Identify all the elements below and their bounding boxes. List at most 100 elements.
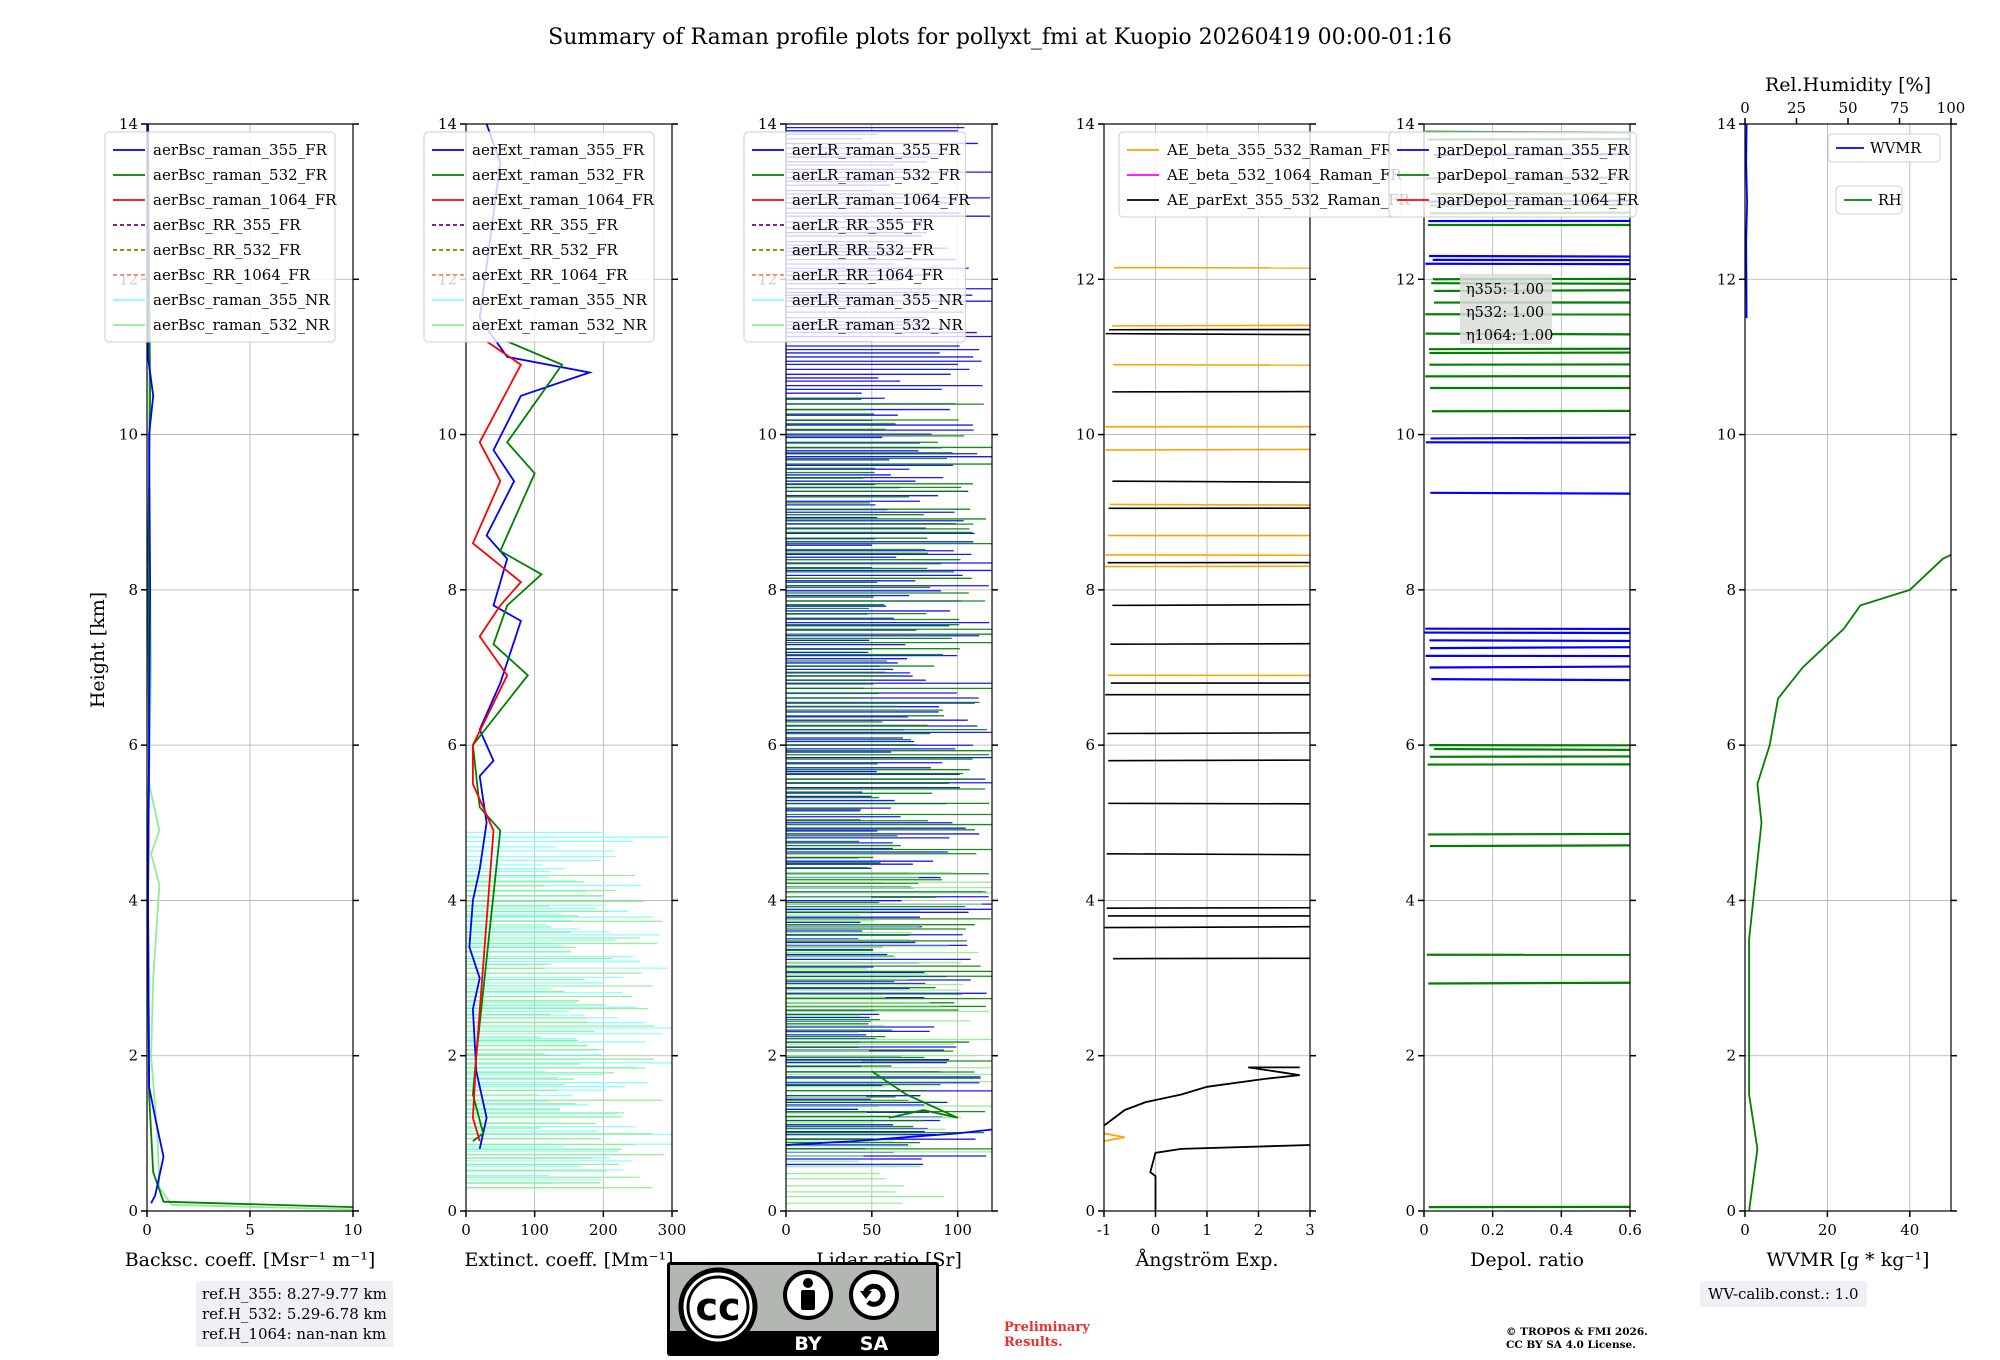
noise-line-ae: [1112, 603, 1310, 607]
preliminary-line-2: Results.: [1004, 1335, 1063, 1350]
series-AE_parExt_355_532_Raman_FR: [1149, 1144, 1310, 1211]
noise-line-depol: [1429, 665, 1630, 669]
y-tick-label-depol: 6: [1405, 736, 1415, 754]
x-tick-label-ae: 1: [1202, 1221, 1212, 1239]
series-AE_parExt_355_532_Raman_FR_b: [1104, 1066, 1300, 1127]
y-tick-label-ae: 2: [1085, 1047, 1095, 1065]
y-tick-label-ext: 0: [447, 1202, 457, 1220]
y-tick-label-ext: 14: [438, 115, 457, 133]
series-AE_beta_355_532_Raman_FR: [1104, 1132, 1125, 1142]
y-tick-label-depol: 4: [1405, 891, 1415, 909]
legend-label-bsc: aerBsc_RR_1064_FR: [153, 266, 311, 284]
noise-line-depol: [1429, 639, 1630, 643]
plot-area-bsc: [147, 124, 353, 1211]
y-tick-label-wv: 14: [1717, 115, 1736, 133]
legend-label-ext: aerExt_raman_355_FR: [472, 141, 645, 159]
x-tick-label-ae: 0: [1151, 1221, 1161, 1239]
y-tick-label-bsc: 2: [128, 1047, 138, 1065]
legend-label-depol: parDepol_raman_532_FR: [1437, 166, 1630, 184]
legend-label-ae: AE_parExt_355_532_Raman_FR: [1166, 191, 1411, 209]
plot-area-ext: [466, 124, 672, 1189]
noise-line-depol: [1430, 646, 1630, 650]
y-tick-label-bsc: 10: [119, 426, 138, 444]
x-tick-label-wv: 0: [1740, 1221, 1750, 1239]
legend-label-ext: aerExt_RR_1064_FR: [472, 266, 628, 284]
x2-tick-label-wv: 100: [1937, 99, 1966, 117]
ref-height-355: ref.H_355: 8.27-9.77 km: [202, 1285, 387, 1303]
y-tick-label-ext: 6: [447, 736, 457, 754]
legend-box-bsc: [104, 131, 336, 343]
y-tick-label-wv: 8: [1726, 581, 1736, 599]
x-tick-label-bsc: 10: [343, 1221, 362, 1239]
legend-label-wv: WVMR: [1870, 141, 1922, 157]
noise-line-depol: [1431, 678, 1630, 682]
x-tick-label-ae: -1: [1097, 1221, 1112, 1239]
copyright-line-1: © TROPOS & FMI 2026.: [1506, 1326, 1648, 1338]
x2-tick-label-wv: 25: [1787, 99, 1806, 117]
panel-ext: 024681012140100200300Extinct. coeff. [Mm…: [423, 115, 686, 1271]
y-tick-label-ext: 8: [447, 581, 457, 599]
x2-tick-label-wv: 50: [1838, 99, 1857, 117]
y-tick-label-ext: 10: [438, 426, 457, 444]
y-tick-label-ae: 8: [1085, 581, 1095, 599]
axes-frame-depol: [1423, 123, 1631, 1212]
x-tick-label-depol: 0.2: [1481, 1221, 1505, 1239]
y-tick-label-bsc: 0: [128, 1202, 138, 1220]
profile-panels: 024681012140510Backsc. coeff. [Msr⁻¹ m⁻¹…: [104, 74, 1966, 1271]
noise-line-depol: [1430, 491, 1630, 495]
noise-line-ae: [1106, 853, 1310, 856]
x-tick-label-ext: 0: [461, 1221, 471, 1239]
copyright-line-2: CC BY SA 4.0 License.: [1506, 1339, 1636, 1351]
series-aerBsc_raman_532_NR: [148, 279, 353, 1211]
y-tick-label-depol: 8: [1405, 581, 1415, 599]
x-tick-label-depol: 0: [1419, 1221, 1429, 1239]
cc-by-sa-logo: cc BY SA: [666, 1261, 940, 1357]
y-tick-label-depol: 0: [1405, 1202, 1415, 1220]
noise-line-ae: [1112, 480, 1310, 483]
x-tick-label-ae: 2: [1254, 1221, 1264, 1239]
y-tick-label-ae: 10: [1076, 426, 1095, 444]
x2-axis-label-wv: Rel.Humidity [%]: [1765, 74, 1931, 96]
cc-by-text: BY: [794, 1333, 821, 1355]
x-tick-label-depol: 0.4: [1549, 1221, 1573, 1239]
preliminary-line-1: Preliminary: [1004, 1320, 1090, 1335]
preliminary-note: Preliminary Results.: [1004, 1320, 1090, 1350]
x2-tick-label-wv: 75: [1890, 99, 1909, 117]
figure-title: Summary of Raman profile plots for polly…: [548, 25, 1452, 50]
legend-label-ae: AE_beta_355_532_Raman_FR: [1166, 141, 1393, 159]
series-aerBsc_raman_355_FR: [147, 124, 165, 1204]
y-tick-label-depol: 14: [1396, 115, 1415, 133]
copyright-note: © TROPOS & FMI 2026. CC BY SA 4.0 Licens…: [1506, 1326, 1648, 1352]
legend-label-ext: aerExt_raman_532_NR: [472, 316, 648, 334]
y-tick-label-wv: 0: [1726, 1202, 1736, 1220]
y-tick-label-bsc: 8: [128, 581, 138, 599]
legend-label-lr: aerLR_raman_532_FR: [792, 166, 961, 184]
y-tick-label-ae: 14: [1076, 115, 1095, 133]
legend-label-lr: aerLR_RR_355_FR: [792, 216, 934, 234]
y-tick-label-bsc: 6: [128, 736, 138, 754]
legend-box-ext: [423, 131, 655, 343]
x-tick-label-lr: 0: [781, 1221, 791, 1239]
y-tick-label-lr: 14: [758, 115, 777, 133]
y-tick-label-lr: 10: [758, 426, 777, 444]
y-tick-label-lr: 4: [767, 891, 777, 909]
eta-label: η355: 1.00: [1466, 282, 1544, 298]
y-tick-label-ae: 6: [1085, 736, 1095, 754]
y-tick-label-depol: 2: [1405, 1047, 1415, 1065]
legend-label-bsc: aerBsc_RR_355_FR: [153, 216, 301, 234]
y-tick-label-wv: 4: [1726, 891, 1736, 909]
ref-height-532: ref.H_532: 5.29-6.78 km: [202, 1305, 387, 1323]
y-tick-label-wv: 2: [1726, 1047, 1736, 1065]
y-tick-label-wv: 10: [1717, 426, 1736, 444]
noise-line-depol: [1428, 981, 1630, 985]
attribution-icon: [803, 1278, 813, 1288]
y-axis-label: Height [km]: [87, 592, 109, 708]
series-WVMR: [1745, 124, 1749, 319]
noise-line-depol: [1429, 254, 1630, 258]
cc-logo-text: cc: [695, 1285, 740, 1329]
legend-label-lr: aerLR_raman_355_NR: [792, 291, 963, 309]
eta-label: η1064: 1.00: [1466, 328, 1553, 344]
